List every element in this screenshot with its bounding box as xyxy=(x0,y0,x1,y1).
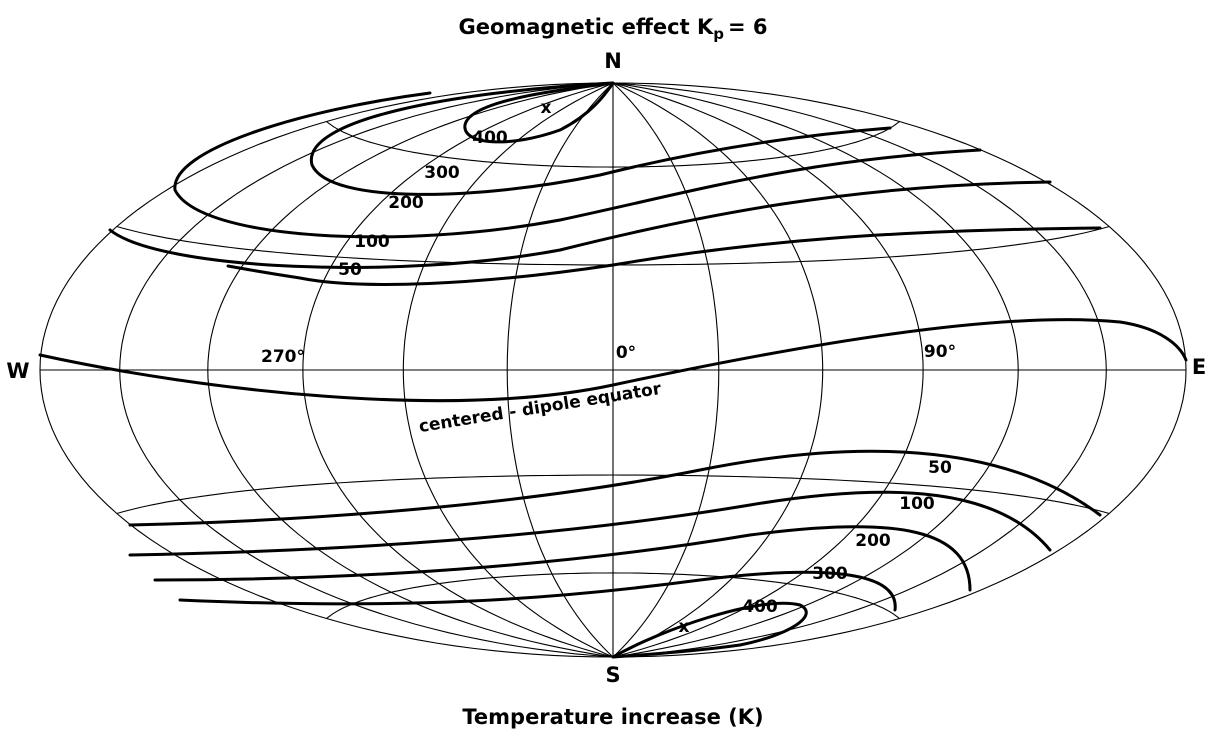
contour-label: 400 xyxy=(472,128,508,148)
title-subscript: p xyxy=(713,25,724,43)
contour-label: 50 xyxy=(928,458,952,478)
title-text: Geomagnetic effect xyxy=(458,15,689,39)
graticule xyxy=(39,82,1187,658)
marker: x xyxy=(541,98,552,118)
pole-north: N xyxy=(604,49,622,73)
parallel xyxy=(326,572,900,619)
equator-label: centered - dipole equator xyxy=(417,379,663,437)
equator xyxy=(38,318,1188,403)
contour-north-50 xyxy=(226,226,1102,286)
east: E xyxy=(1192,355,1206,379)
contour-north-300 xyxy=(309,81,892,196)
contour-north-400 xyxy=(463,81,615,144)
longitude-label: 0° xyxy=(616,343,636,363)
title: Geomagnetic effect Kp = 6 xyxy=(458,15,767,43)
contour-south-50 xyxy=(128,449,1102,527)
contour-label: 50 xyxy=(338,260,362,280)
contour-label: 300 xyxy=(424,163,460,183)
contour-label: 200 xyxy=(388,193,424,213)
contour-label: 100 xyxy=(354,232,390,252)
parallel xyxy=(326,121,900,168)
marker: x xyxy=(679,617,690,637)
contour-label: 200 xyxy=(855,531,891,551)
contour-north-100 xyxy=(108,180,1052,269)
contour-south-300 xyxy=(178,570,897,612)
contour-north-200 xyxy=(173,91,982,239)
contour-label: 400 xyxy=(742,597,778,617)
parallel xyxy=(116,474,1110,515)
contour-south-200 xyxy=(153,525,972,592)
longitude-label: 270° xyxy=(261,347,305,367)
contour-south-100 xyxy=(128,490,1052,557)
contours xyxy=(38,81,1188,659)
caption: Temperature increase (K) xyxy=(462,705,763,729)
west: W xyxy=(6,359,29,383)
title-symbol: K xyxy=(697,15,714,39)
contour-south-400 xyxy=(611,601,808,659)
contour-label: 100 xyxy=(899,494,935,514)
longitude-label: 90° xyxy=(924,342,956,362)
pole-south: S xyxy=(605,663,620,687)
title-value: = 6 xyxy=(728,15,768,39)
contour-label: 300 xyxy=(812,564,848,584)
